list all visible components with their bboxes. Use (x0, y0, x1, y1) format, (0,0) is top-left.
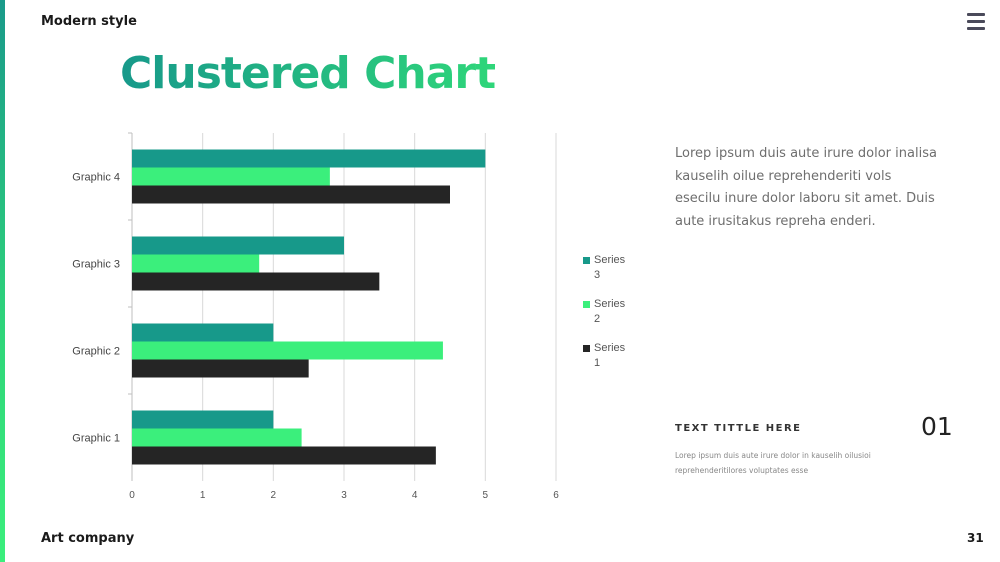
bar-series-3-graphic-4 (132, 149, 486, 168)
x-tick-label-0: 0 (129, 490, 135, 501)
hamburger-menu-icon[interactable] (967, 13, 985, 31)
bar-series-3-graphic-2 (132, 323, 274, 342)
bar-series-1-graphic-2 (132, 359, 309, 378)
bar-series-1-graphic-1 (132, 446, 436, 465)
legend-label-series-3-number: 3 (594, 269, 601, 281)
category-label-3: Graphic 4 (72, 172, 120, 184)
bar-series-2-graphic-2 (132, 341, 443, 360)
section-subtitle: TEXT TITTLE HERE (675, 423, 802, 434)
x-tick-label-5: 5 (483, 490, 489, 501)
x-tick-label-1: 1 (200, 490, 206, 501)
legend-label-series-1: Series (594, 342, 626, 354)
legend-swatch-series-1 (583, 345, 590, 352)
section-number: 01 (921, 412, 953, 441)
bar-series-2-graphic-4 (132, 167, 330, 186)
category-label-2: Graphic 3 (72, 259, 120, 271)
category-label-1: Graphic 2 (72, 346, 120, 358)
x-tick-label-3: 3 (341, 490, 347, 501)
bar-series-1-graphic-4 (132, 185, 450, 204)
legend-label-series-3: Series (594, 254, 626, 266)
clustered-bar-chart: 0 1 2 3 4 5 6 Graphic 1 Graphic 2 Graphic 3 Graphi… (72, 132, 559, 501)
footer-company: Art company (41, 531, 135, 546)
bar-series-3-graphic-1 (132, 410, 274, 429)
x-tick-label-4: 4 (412, 490, 418, 501)
accent-bar (0, 0, 5, 562)
bar-series-3-graphic-3 (132, 236, 344, 255)
page-title: Clustered Chart (120, 46, 496, 102)
header-label: Modern style (41, 14, 137, 29)
page-number: 31 (967, 531, 984, 545)
bar-series-2-graphic-3 (132, 254, 260, 273)
bar-series-2-graphic-1 (132, 428, 302, 447)
legend-swatch-series-2 (583, 301, 590, 308)
description-paragraph: Lorep ipsum duis aute irure dolor inalis… (675, 146, 937, 229)
legend-label-series-2-number: 2 (594, 313, 601, 325)
x-tick-label-2: 2 (271, 490, 277, 501)
section-body-text: Lorep ipsum duis aute irure dolor in kau… (675, 451, 871, 475)
x-tick-label-6: 6 (553, 490, 559, 501)
bar-series-1-graphic-3 (132, 272, 380, 291)
legend-label-series-1-number: 1 (594, 357, 601, 369)
category-label-0: Graphic 1 (72, 433, 120, 445)
legend-label-series-2: Series (594, 298, 626, 310)
legend-swatch-series-3 (583, 257, 590, 264)
